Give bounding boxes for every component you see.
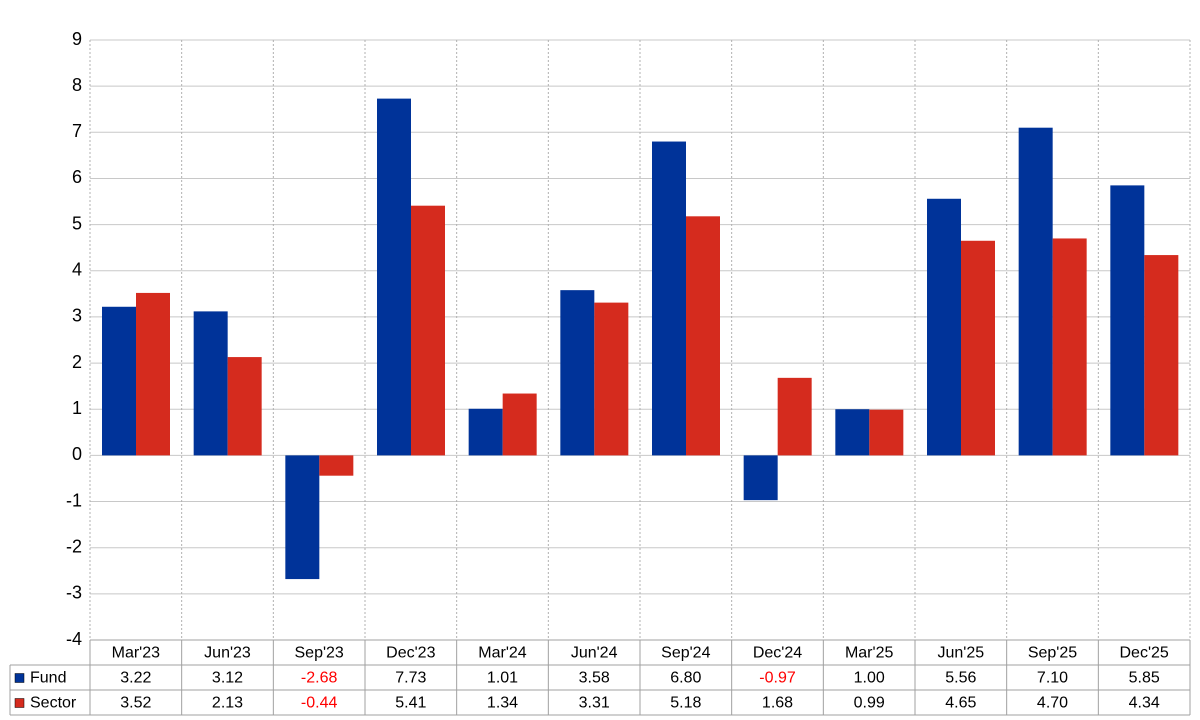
- bar: [927, 198, 961, 456]
- table-value: 3.12: [212, 670, 243, 687]
- bar: [560, 290, 595, 456]
- table-value: 5.41: [395, 695, 426, 712]
- bar: [227, 357, 262, 456]
- x-tick-label: Sep'25: [1028, 645, 1077, 662]
- table-value: 3.31: [579, 695, 610, 712]
- x-tick-label: Sep'24: [661, 645, 710, 662]
- bar: [319, 455, 354, 476]
- table-value: 4.65: [945, 695, 976, 712]
- y-tick-label: 1: [72, 398, 82, 418]
- bar: [743, 455, 778, 501]
- bar: [377, 98, 411, 456]
- bar: [869, 409, 904, 456]
- y-tick-label: 7: [72, 121, 82, 141]
- bar: [835, 409, 870, 456]
- x-tick-label: Jun'23: [204, 645, 251, 662]
- y-tick-label: 0: [72, 444, 82, 464]
- bar: [468, 408, 503, 456]
- x-tick-label: Dec'24: [753, 645, 802, 662]
- bar: [1018, 127, 1053, 456]
- y-tick-label: 2: [72, 352, 82, 372]
- x-tick-label: Mar'25: [845, 645, 894, 662]
- table-value: -0.44: [301, 695, 338, 712]
- legend-label: Fund: [30, 670, 66, 687]
- bar: [411, 205, 445, 456]
- bar: [594, 302, 629, 456]
- bar: [193, 311, 228, 456]
- table-value: 6.80: [670, 670, 701, 687]
- table-value: 7.10: [1037, 670, 1068, 687]
- y-tick-label: 3: [72, 306, 82, 326]
- y-tick-label: 8: [72, 75, 82, 95]
- legend-swatch: [14, 698, 25, 708]
- table-value: 5.85: [1129, 670, 1160, 687]
- y-tick-label: -3: [66, 583, 82, 603]
- x-tick-label: Dec'23: [386, 645, 435, 662]
- table-value: 1.34: [487, 695, 518, 712]
- bar: [102, 306, 136, 456]
- table-value: 1.01: [487, 670, 518, 687]
- legend-swatch: [14, 673, 25, 683]
- table-value: 3.58: [579, 670, 610, 687]
- x-tick-label: Jun'25: [938, 645, 985, 662]
- x-tick-label: Mar'24: [478, 645, 527, 662]
- y-tick-label: 5: [72, 213, 82, 233]
- table-value: 3.22: [120, 670, 151, 687]
- x-tick-label: Dec'25: [1120, 645, 1169, 662]
- table-value: 5.56: [945, 670, 976, 687]
- legend-label: Sector: [30, 695, 77, 712]
- table-value: 3.52: [120, 695, 151, 712]
- table-value: -2.68: [301, 670, 338, 687]
- table-value: 0.99: [854, 695, 885, 712]
- y-tick-label: -2: [66, 536, 82, 556]
- table-value: 2.13: [212, 695, 243, 712]
- table-value: -0.97: [759, 670, 796, 687]
- table-value: 1.68: [762, 695, 793, 712]
- table-value: 4.34: [1129, 695, 1160, 712]
- table-value: 7.73: [395, 670, 426, 687]
- y-tick-label: 6: [72, 167, 82, 187]
- y-tick-label: 4: [72, 260, 82, 280]
- bar: [652, 141, 686, 456]
- x-tick-label: Jun'24: [571, 645, 618, 662]
- x-tick-label: Sep'23: [295, 645, 344, 662]
- bar: [1052, 238, 1087, 456]
- y-tick-label: -1: [66, 490, 82, 510]
- bar: [961, 240, 995, 456]
- table-value: 5.18: [670, 695, 701, 712]
- x-tick-label: Mar'23: [112, 645, 161, 662]
- bar: [1144, 255, 1179, 456]
- bar: [136, 292, 170, 456]
- y-tick-label: -4: [66, 629, 82, 649]
- bar: [777, 377, 812, 456]
- bar: [285, 455, 320, 580]
- y-tick-label: 9: [72, 29, 82, 49]
- table-value: 1.00: [854, 670, 885, 687]
- bar: [1110, 185, 1145, 456]
- bar: [502, 393, 537, 456]
- table-value: 4.70: [1037, 695, 1068, 712]
- bar: [686, 216, 720, 456]
